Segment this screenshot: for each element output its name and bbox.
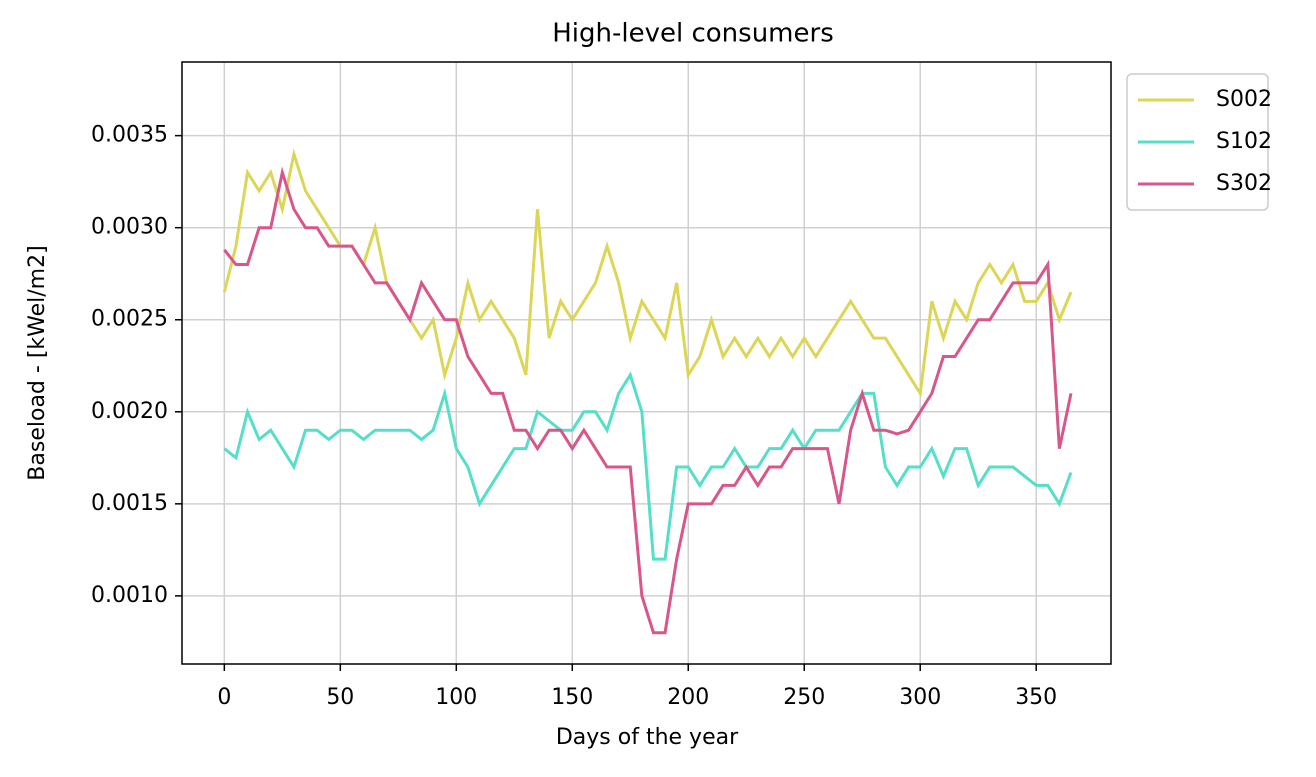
y-tick-label: 0.0025 (91, 307, 168, 332)
y-tick-label: 0.0020 (91, 399, 168, 424)
legend-label: S002 (1216, 87, 1272, 112)
chart-title: High-level consumers (552, 19, 834, 49)
x-tick-label: 300 (899, 685, 941, 710)
y-tick-label: 0.0030 (91, 215, 168, 240)
x-tick-label: 250 (783, 685, 825, 710)
x-tick-label: 0 (217, 685, 231, 710)
x-tick-label: 350 (1015, 685, 1057, 710)
x-axis-label: Days of the year (556, 725, 739, 750)
legend-label: S102 (1216, 129, 1272, 154)
legend-box (1126, 73, 1269, 211)
x-tick-label: 200 (667, 685, 709, 710)
y-tick-label: 0.0035 (91, 123, 168, 148)
line-series (223, 166, 1073, 635)
legend-label: S302 (1216, 171, 1272, 196)
y-tick-label: 0.0015 (91, 491, 168, 516)
line-series (222, 148, 1073, 398)
x-tick-label: 100 (435, 685, 477, 710)
plot-frame (181, 61, 1112, 665)
y-tick-label: 0.0010 (91, 583, 168, 608)
line-series (223, 371, 1073, 561)
x-tick-label: 50 (326, 685, 354, 710)
y-axis-label: Baseload - [kWel/m2] (25, 245, 50, 480)
x-tick-label: 150 (551, 685, 593, 710)
